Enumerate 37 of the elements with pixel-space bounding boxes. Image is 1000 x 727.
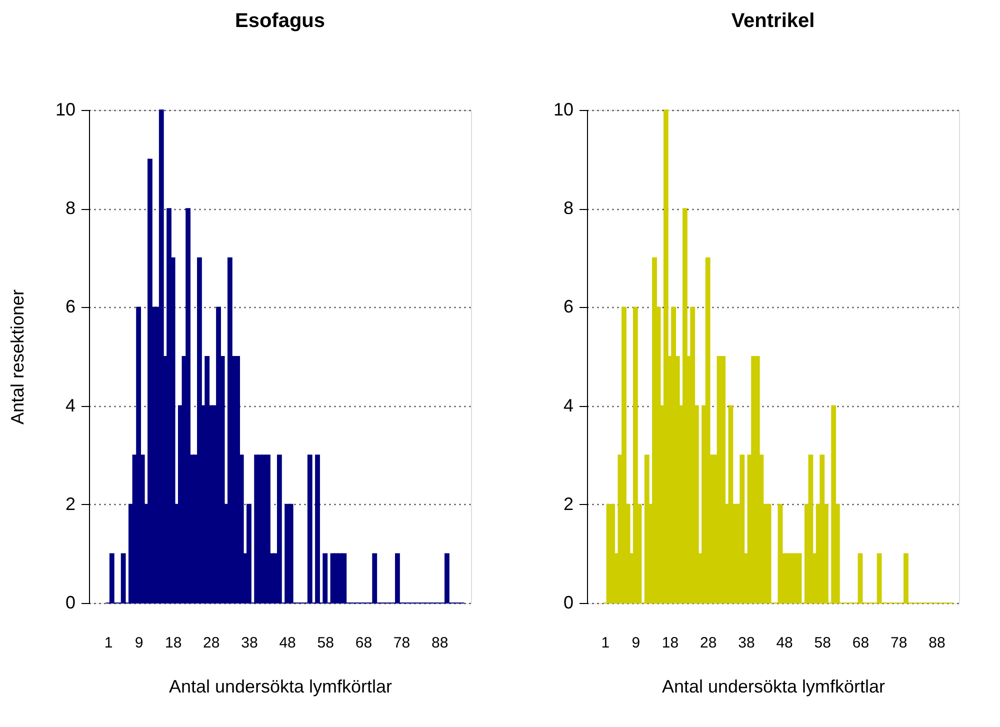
chart-title: Ventrikel (731, 10, 815, 32)
x-tick-label: 18 (662, 634, 679, 652)
y-tick-label: 10 (55, 100, 76, 120)
y-tick-label: 10 (553, 100, 574, 120)
y-tick-label: 0 (563, 592, 574, 612)
x-tick-label: 9 (134, 634, 144, 652)
y-tick-label: 0 (65, 592, 76, 612)
x-axis-title: Antal undersökta lymfkörtlar (662, 676, 886, 696)
x-tick-label: 68 (355, 634, 372, 652)
x-tick-label: 58 (317, 634, 334, 652)
x-tick-label: 88 (928, 634, 946, 652)
y-tick-label: 6 (65, 296, 76, 317)
y-tick-label: 4 (563, 395, 574, 416)
y-tick-label: 8 (563, 198, 574, 218)
x-tick-label: 38 (738, 634, 755, 652)
x-tick-label: 48 (776, 634, 793, 652)
x-tick-label: 78 (393, 634, 410, 652)
y-tick-label: 2 (65, 494, 76, 514)
x-tick-label: 68 (852, 634, 870, 652)
y-tick-label: 2 (563, 494, 574, 514)
x-tick-label: 78 (890, 634, 908, 652)
y-axis-title: Antal resektioner (7, 289, 28, 425)
y-tick-label: 8 (65, 198, 76, 218)
x-tick-label: 88 (432, 634, 448, 652)
x-tick-label: 28 (203, 634, 220, 652)
x-tick-label: 18 (164, 634, 182, 652)
x-tick-label: 1 (104, 634, 113, 652)
x-tick-label: 9 (632, 634, 640, 652)
x-tick-label: 48 (279, 634, 296, 652)
x-tick-label: 58 (814, 634, 831, 652)
y-tick-label: 4 (65, 395, 76, 416)
x-axis-title: Antal undersökta lymfkörtlar (168, 676, 392, 696)
x-tick-label: 1 (601, 634, 610, 652)
chart-title: Esofagus (234, 10, 326, 32)
y-tick-label: 6 (563, 296, 574, 317)
x-tick-label: 28 (700, 634, 717, 652)
x-tick-label: 38 (241, 634, 258, 652)
